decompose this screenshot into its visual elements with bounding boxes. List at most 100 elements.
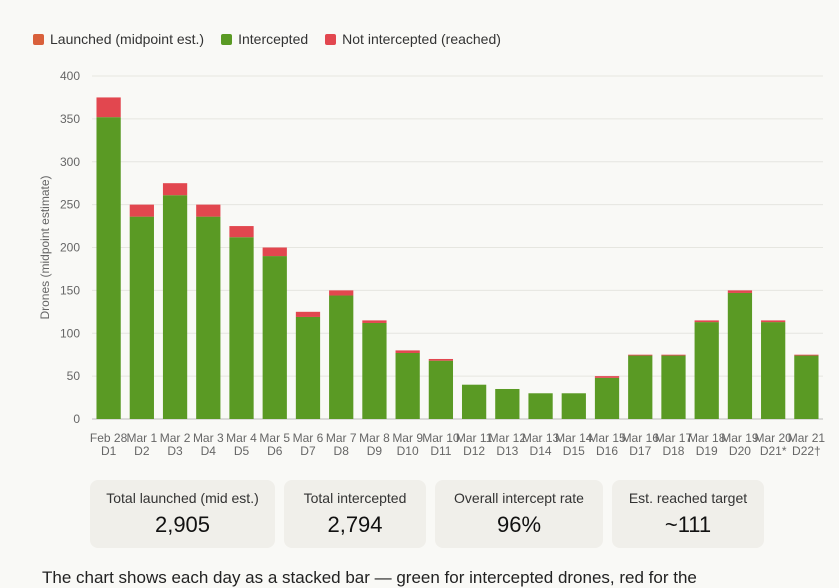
bar-reached [262, 247, 287, 257]
bar-reached [661, 354, 686, 356]
y-tick-label: 350 [60, 112, 80, 126]
stat-card-reached-target: Est. reached target ~111 [612, 480, 764, 548]
bar-reached [162, 183, 188, 196]
x-tick-day: D10 [397, 444, 419, 458]
y-tick-label: 250 [60, 198, 80, 212]
y-tick-label: 0 [73, 412, 80, 426]
x-tick-day: D4 [201, 444, 217, 458]
x-tick-day: D1 [101, 444, 117, 458]
bar-intercepted [329, 295, 354, 419]
x-tick-date: Mar 19 [721, 431, 759, 445]
bar-intercepted [129, 216, 154, 419]
y-tick-label: 400 [60, 69, 80, 83]
x-tick-date: Mar 2 [160, 431, 191, 445]
x-tick-date: Mar 21 [788, 431, 826, 445]
chart-legend: Launched (midpoint est.) Intercepted Not… [33, 31, 501, 47]
bar-reached [761, 320, 786, 323]
stacked-bar-chart: 0 50 100 150 200 250 300 350 400 Drones (midpoint… [38, 69, 826, 458]
stat-card-intercept-rate: Overall intercept rate 96% [435, 480, 603, 548]
bar-reached [362, 320, 387, 323]
x-tick-day: D11 [430, 444, 451, 458]
bar-intercepted [96, 117, 121, 419]
x-tick-day: D14 [530, 444, 552, 458]
chart-caption: The chart shows each day as a stacked ba… [42, 568, 697, 587]
x-tick-day: D8 [334, 444, 350, 458]
x-tick-day: D7 [300, 444, 316, 458]
y-axis-label: Drones (midpoint estimate) [38, 175, 52, 319]
x-tick-date: Mar 4 [226, 431, 257, 445]
bar-reached [428, 358, 454, 361]
x-tick-date: Mar 13 [522, 431, 560, 445]
bar-reached [96, 97, 121, 118]
x-tick-date: Mar 12 [489, 431, 527, 445]
x-tick-day: D21* [760, 444, 787, 458]
bar-intercepted [362, 322, 387, 419]
bar-intercepted [295, 316, 321, 419]
bar-reached [129, 204, 154, 217]
legend-swatch-reached [325, 33, 337, 45]
bar-intercepted [761, 322, 786, 419]
bar-reached [694, 320, 719, 323]
stat-card-total-launched: Total launched (mid est.) 2,905 [90, 480, 275, 548]
x-tick-day: D19 [696, 444, 718, 458]
stat-label: Total launched (mid est.) [106, 490, 259, 506]
x-tick-day: D3 [167, 444, 183, 458]
x-tick-day: D6 [267, 444, 283, 458]
legend-swatch-launched [33, 33, 44, 45]
bar-reached [329, 290, 354, 296]
x-tick-date: Mar 7 [326, 431, 357, 445]
x-tick-day: D2 [134, 444, 150, 458]
legend-item-launched[interactable]: Launched (midpoint est.) [33, 31, 204, 47]
bar-intercepted [495, 388, 520, 419]
x-tick-day: D13 [496, 444, 518, 458]
y-tick-label: 300 [60, 155, 80, 169]
stat-label: Total intercepted [303, 490, 407, 506]
x-tick-day: D22† [792, 444, 821, 458]
bar-intercepted [594, 377, 620, 419]
legend-item-intercepted[interactable]: Intercepted [221, 31, 308, 47]
x-tick-date: Mar 16 [622, 431, 660, 445]
y-tick-label: 150 [60, 283, 80, 297]
bar-intercepted [428, 360, 454, 419]
stat-label: Est. reached target [628, 490, 748, 506]
bar-intercepted [395, 352, 420, 419]
legend-item-reached[interactable]: Not intercepted (reached) [325, 31, 501, 47]
x-tick-date: Mar 11 [456, 431, 493, 445]
stat-label: Overall intercept rate [454, 490, 584, 506]
x-tick-date: Mar 9 [392, 431, 423, 445]
bar-intercepted [561, 393, 586, 419]
bar-intercepted [727, 292, 753, 419]
y-tick-label: 200 [60, 241, 80, 255]
x-tick-date: Mar 10 [422, 431, 460, 445]
bar-intercepted [628, 355, 653, 419]
bar-reached [727, 290, 753, 293]
x-tick-date: Mar 17 [655, 431, 693, 445]
x-tick-day: D15 [563, 444, 585, 458]
bar-intercepted [794, 355, 819, 419]
legend-label-launched: Launched (midpoint est.) [50, 31, 205, 47]
bar-reached [628, 354, 653, 356]
bar-reached [196, 204, 221, 217]
x-tick-date: Mar 8 [359, 431, 390, 445]
x-tick-date: Mar 6 [293, 431, 324, 445]
stat-value: 2,794 [327, 512, 383, 537]
bar-intercepted [196, 216, 221, 419]
stat-card-total-intercepted: Total intercepted 2,794 [284, 480, 426, 548]
x-tick-day: D16 [596, 444, 618, 458]
stats-cards: Total launched (mid est.) 2,905 Total in… [90, 480, 764, 548]
stat-value: 2,905 [154, 512, 211, 537]
x-tick-date: Mar 20 [754, 431, 792, 445]
x-tick-date: Mar 3 [193, 431, 224, 445]
x-tick-day: D20 [729, 444, 751, 458]
x-tick-date: Mar 5 [259, 431, 290, 445]
x-tick-date: Mar 14 [555, 431, 593, 445]
y-tick-label: 50 [67, 369, 81, 383]
bar-reached [794, 354, 819, 356]
legend-label-reached: Not intercepted (reached) [342, 31, 501, 47]
bar-reached [395, 350, 420, 353]
x-tick-day: D9 [367, 444, 383, 458]
y-tick-label: 100 [60, 326, 80, 340]
stat-value: 96% [496, 512, 542, 537]
bar-intercepted [461, 384, 487, 419]
x-tick-date: Feb 28 [90, 431, 128, 445]
